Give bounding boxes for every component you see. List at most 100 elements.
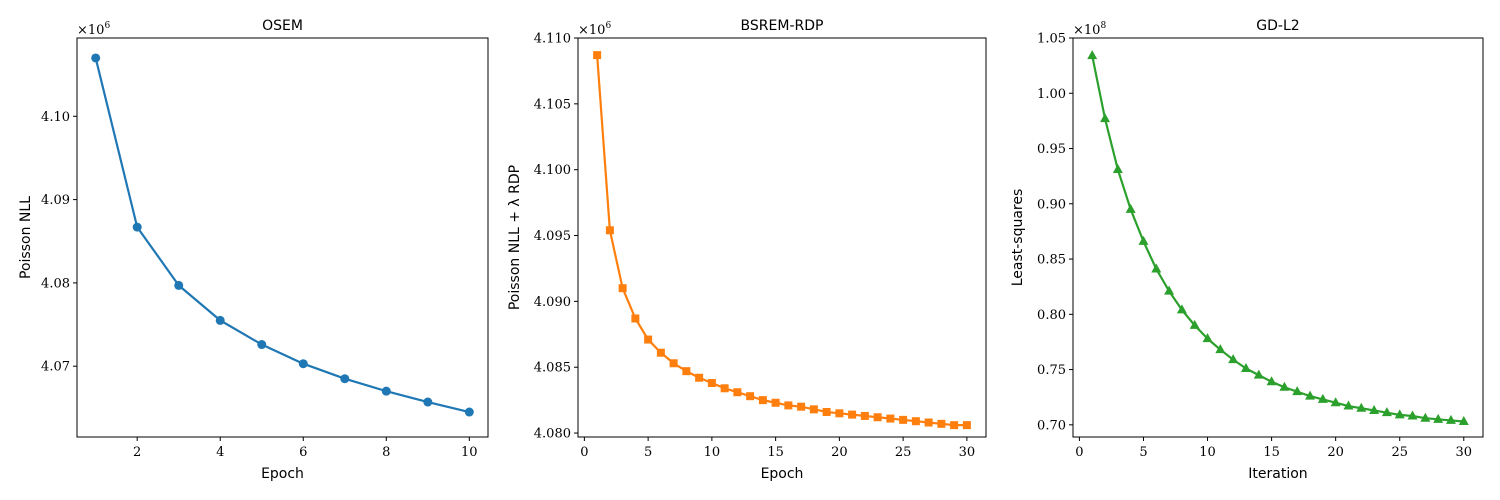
data-point (257, 340, 267, 350)
data-point (1228, 354, 1239, 364)
axis-offset-label: ×106 (578, 21, 611, 38)
x-tick-label: 0 (580, 445, 588, 460)
x-tick-label: 6 (299, 445, 307, 460)
data-point (340, 374, 350, 384)
y-tick-label: 4.095 (534, 229, 571, 244)
data-point (1343, 400, 1354, 410)
data-point (1433, 413, 1444, 423)
y-tick-label: 4.080 (534, 427, 571, 442)
series-line (596, 55, 967, 427)
data-point (1176, 304, 1187, 314)
data-point (1407, 410, 1418, 420)
x-tick-label: 10 (461, 445, 478, 460)
x-tick-label: 30 (1456, 445, 1473, 460)
data-point (860, 411, 869, 420)
data-point (1420, 412, 1431, 422)
data-point (132, 222, 142, 232)
data-point (707, 379, 716, 388)
data-point (381, 386, 391, 396)
y-tick-label: 4.110 (534, 32, 571, 47)
axis-offset-label: ×108 (1073, 21, 1106, 38)
y-tick-label: 1.00 (1037, 87, 1066, 102)
data-point (593, 51, 602, 60)
y-tick-label: 0.90 (1037, 197, 1066, 212)
y-tick-label: 0.70 (1037, 418, 1066, 433)
data-point (924, 418, 933, 427)
x-tick-label: 5 (644, 445, 652, 460)
x-tick-label: 8 (382, 445, 390, 460)
data-point (733, 388, 742, 397)
data-point (886, 414, 895, 423)
x-tick-label: 0 (1075, 445, 1083, 460)
data-point (873, 413, 882, 422)
y-tick-label: 4.105 (534, 97, 571, 112)
x-tick-label: 30 (959, 445, 976, 460)
y-tick-label: 4.085 (534, 361, 571, 376)
data-point (771, 398, 780, 407)
y-tick-label: 4.07 (41, 360, 70, 375)
data-point (848, 410, 857, 419)
data-point (656, 348, 665, 357)
y-tick-label: 1.05 (1037, 32, 1066, 47)
y-tick-label: 0.80 (1037, 308, 1066, 323)
data-point (682, 367, 691, 376)
data-point (720, 384, 729, 393)
data-point (1279, 381, 1290, 391)
y-axis-label: Poisson NLL + λ RDP (507, 165, 523, 310)
data-point (1445, 414, 1456, 424)
chart-panel-3: GD-L2 0 5 10 15 20 25 30 0.70 0.75 0.80 0.85 0.90 0.9… (1010, 18, 1484, 482)
x-tick-label: 10 (1199, 445, 1216, 460)
data-point (644, 335, 653, 344)
y-axis-label: Least-squares (1010, 189, 1026, 287)
y-tick-label: 4.100 (534, 163, 571, 178)
chart-title: GD-L2 (1256, 18, 1299, 34)
data-point (1266, 376, 1277, 386)
x-tick-label: 20 (1327, 445, 1344, 460)
data-point (746, 392, 755, 401)
data-point (605, 226, 614, 235)
data-point (950, 421, 959, 430)
data-point (899, 415, 908, 424)
data-point (174, 280, 184, 290)
chart-title: BSREM-RDP (741, 18, 824, 34)
x-axis-label: Epoch (261, 466, 304, 482)
data-point (822, 407, 831, 416)
offset-exponent: 6 (104, 21, 110, 31)
offset-base: ×10 (578, 23, 605, 38)
x-tick-label: 15 (767, 445, 784, 460)
y-tick-label: 4.10 (41, 110, 70, 125)
data-point (1164, 285, 1175, 295)
data-point (911, 417, 920, 426)
data-point (1317, 393, 1328, 403)
plot-frame (577, 37, 987, 438)
x-tick-label: 5 (1139, 445, 1147, 460)
chart-title: OSEM (262, 18, 303, 34)
data-point (1381, 407, 1392, 417)
y-tick-label: 4.090 (534, 295, 571, 310)
data-point (669, 359, 678, 368)
x-axis-label: Iteration (1248, 466, 1307, 482)
x-axis-label: Epoch (761, 466, 804, 482)
offset-base: ×10 (77, 23, 104, 38)
data-point (1112, 164, 1123, 174)
data-point (797, 402, 806, 411)
data-point (809, 405, 818, 414)
data-point (1138, 235, 1149, 245)
offset-exponent: 8 (1100, 21, 1106, 31)
data-point (1253, 369, 1264, 379)
y-tick-label: 0.95 (1037, 142, 1066, 157)
data-point (1125, 203, 1136, 213)
data-point (631, 314, 640, 323)
x-tick-label: 2 (133, 445, 141, 460)
data-point (937, 419, 946, 428)
data-point (1202, 333, 1213, 343)
x-tick-label: 20 (831, 445, 848, 460)
data-point (464, 407, 474, 417)
offset-base: ×10 (1073, 23, 1100, 38)
series-line (94, 57, 470, 414)
data-point (1292, 386, 1303, 396)
data-point (423, 397, 433, 407)
plot-frame (76, 37, 489, 438)
data-point (1100, 113, 1111, 123)
y-tick-label: 4.09 (41, 193, 70, 208)
